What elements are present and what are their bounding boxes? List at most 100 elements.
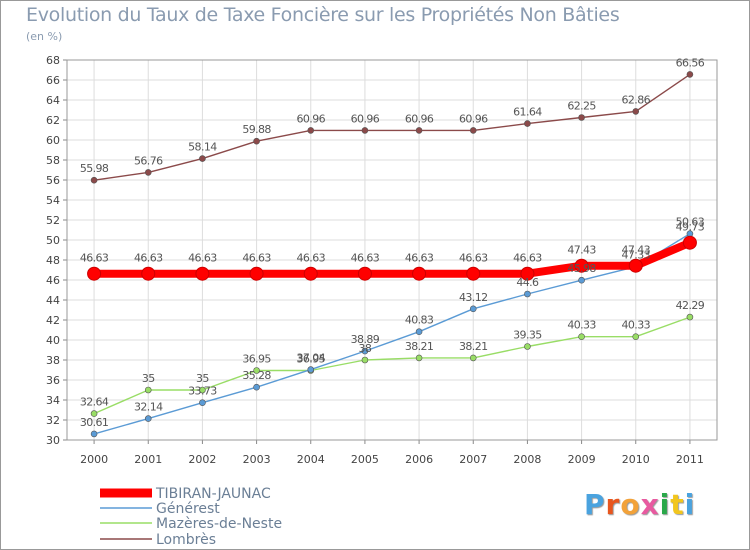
data-point-lombres [361, 127, 369, 134]
data-label-tibiran-jaunac: 47.43 [567, 244, 596, 257]
data-label-tibiran-jaunac: 47.43 [622, 244, 651, 257]
data-label-lombres: 60.96 [351, 112, 380, 125]
legend-label: TIBIRAN-JAUNAC [155, 486, 271, 502]
data-point-lombres [199, 155, 206, 162]
x-tick-label: 2010 [622, 453, 650, 466]
data-label-generest: 47.33 [622, 249, 651, 262]
data-label-tibiran-jaunac: 46.63 [80, 252, 109, 265]
data-point-lombres [415, 127, 423, 134]
data-point-tibiran-jaunac [87, 266, 102, 281]
data-point-tibiran-jaunac [249, 266, 264, 281]
data-label-mazeres-de-neste: 40.33 [622, 319, 651, 332]
data-point-lombres [524, 120, 531, 127]
data-point-generest [524, 290, 531, 298]
data-point-lombres [253, 137, 260, 145]
grid-lines [67, 59, 717, 441]
x-tick-label: 2003 [243, 453, 271, 466]
x-tick-label: 2006 [405, 453, 433, 466]
data-label-lombres: 55.98 [80, 162, 109, 175]
data-point-tibiran-jaunac [141, 266, 156, 281]
data-label-tibiran-jaunac: 46.63 [188, 252, 217, 265]
data-label-generest: 43.12 [459, 291, 488, 304]
data-label-lombres: 66.56 [676, 56, 705, 69]
data-label-generest: 30.61 [80, 416, 109, 429]
data-point-mazeres-de-neste [415, 354, 423, 362]
y-tick-label: 48 [46, 254, 60, 267]
data-point-mazeres-de-neste [199, 386, 206, 394]
y-tick-label: 62 [46, 114, 60, 127]
data-label-tibiran-jaunac: 46.63 [351, 252, 380, 265]
data-label-generest: 38.89 [351, 333, 380, 346]
data-point-lombres [578, 114, 585, 121]
data-point-mazeres-de-neste [469, 354, 477, 362]
y-tick-label: 46 [46, 274, 60, 287]
data-point-tibiran-jaunac [357, 266, 372, 281]
data-label-mazeres-de-neste: 40.33 [567, 319, 596, 332]
legend-label: Lombrès [156, 532, 216, 548]
y-tick-label: 34 [46, 394, 60, 407]
data-point-tibiran-jaunac [520, 266, 535, 281]
data-point-tibiran-jaunac [412, 266, 427, 281]
data-label-lombres: 60.96 [405, 112, 434, 125]
data-label-lombres: 56.76 [134, 154, 163, 167]
x-tick-label: 2000 [80, 453, 108, 466]
data-point-lombres [144, 169, 152, 176]
y-tick-label: 64 [46, 94, 60, 107]
y-tick-label: 32 [46, 414, 60, 427]
y-tick-label: 66 [46, 74, 60, 87]
data-label-mazeres-de-neste: 38 [359, 342, 372, 355]
series-line-lombres [93, 73, 691, 181]
y-tick-label: 44 [46, 294, 60, 307]
data-label-tibiran-jaunac: 46.63 [513, 252, 542, 265]
data-point-generest [253, 383, 260, 391]
data-label-mazeres-de-neste: 35 [196, 372, 209, 385]
chart-unit-label: (en %) [26, 30, 63, 43]
data-label-mazeres-de-neste: 36.95 [297, 353, 326, 366]
data-point-generest [469, 305, 477, 313]
data-label-lombres: 60.96 [459, 112, 488, 125]
data-point-tibiran-jaunac [574, 258, 589, 273]
data-point-lombres [632, 108, 640, 115]
y-tick-label: 58 [46, 154, 60, 167]
y-tick-label: 36 [46, 374, 60, 387]
data-label-mazeres-de-neste: 38.21 [405, 340, 434, 353]
data-point-mazeres-de-neste [144, 386, 152, 394]
x-tick-label: 2004 [297, 453, 325, 466]
data-label-mazeres-de-neste: 32.64 [80, 396, 109, 409]
data-point-tibiran-jaunac [195, 266, 210, 281]
series-line-generest [93, 232, 691, 435]
y-tick-label: 52 [46, 214, 60, 227]
data-point-mazeres-de-neste [632, 333, 640, 341]
data-label-lombres: 60.96 [297, 112, 326, 125]
data-point-generest [90, 430, 98, 438]
y-tick-label: 56 [46, 174, 60, 187]
data-label-generest: 32.14 [134, 401, 163, 414]
legend: TIBIRAN-JAUNACGénérestMazères-de-NesteLo… [100, 486, 282, 548]
data-label-mazeres-de-neste: 39.35 [513, 329, 542, 342]
y-tick-label: 50 [46, 234, 60, 247]
proxiti-logo: Proxiti [584, 488, 696, 521]
data-labels: 46.63 46.63 46.63 46.63 46.63 46.63 46.63 46.63… [80, 56, 706, 429]
data-point-generest [307, 366, 315, 373]
x-tick-label: 2008 [513, 453, 541, 466]
data-label-generest: 45.98 [567, 262, 596, 275]
data-label-lombres: 61.64 [513, 106, 542, 119]
data-label-tibiran-jaunac: 46.63 [134, 252, 163, 265]
data-label-lombres: 59.88 [242, 123, 271, 136]
data-point-generest [578, 276, 585, 284]
data-point-mazeres-de-neste [524, 343, 531, 350]
data-point-lombres [686, 71, 694, 78]
data-label-tibiran-jaunac: 46.63 [405, 252, 434, 265]
y-tick-label: 60 [46, 134, 60, 147]
data-label-tibiran-jaunac: 46.63 [459, 252, 488, 265]
data-point-lombres [469, 127, 477, 134]
y-tick-label: 40 [46, 334, 60, 347]
x-tick-label: 2009 [568, 453, 596, 466]
data-label-generest: 44.6 [516, 276, 539, 289]
x-tick-label: 2001 [134, 453, 162, 466]
data-point-mazeres-de-neste [253, 367, 260, 374]
data-label-lombres: 62.25 [567, 100, 596, 113]
data-point-mazeres-de-neste [361, 356, 369, 364]
y-tick-label: 30 [46, 434, 60, 447]
data-label-lombres: 62.86 [622, 93, 651, 106]
